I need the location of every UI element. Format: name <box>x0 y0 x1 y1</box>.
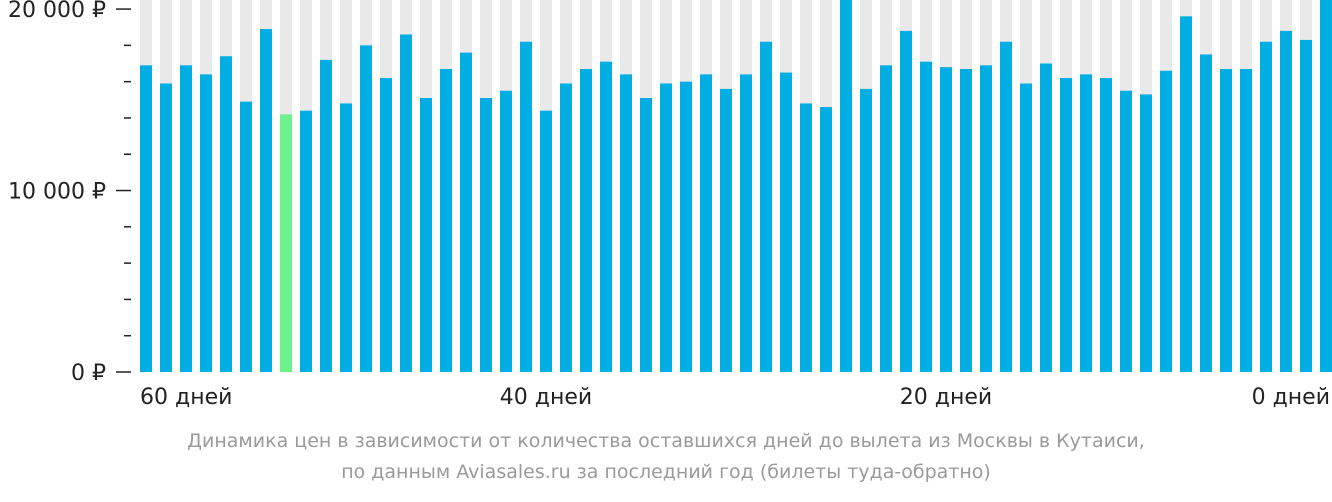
y-tick-label: 10 000 ₽ <box>8 180 106 205</box>
bar[interactable] <box>220 56 232 372</box>
bar[interactable] <box>880 65 892 372</box>
y-axis: 0 ₽ 10 000 ₽ 20 000 ₽ <box>8 0 131 386</box>
bar[interactable] <box>300 110 312 372</box>
bar[interactable] <box>320 59 332 372</box>
bar[interactable] <box>1280 30 1292 372</box>
bar[interactable] <box>760 41 772 373</box>
bar[interactable] <box>1000 41 1012 373</box>
bar[interactable] <box>400 34 412 372</box>
bar[interactable] <box>720 88 732 372</box>
bar[interactable] <box>980 65 992 372</box>
bar[interactable] <box>1320 0 1332 372</box>
bar[interactable] <box>560 83 572 372</box>
x-tick-label: 20 дней <box>900 385 992 410</box>
bar[interactable] <box>540 110 552 372</box>
bar[interactable] <box>140 65 152 372</box>
bar[interactable] <box>520 41 532 373</box>
x-tick-label: 60 дней <box>140 385 232 410</box>
bar[interactable] <box>1300 39 1312 373</box>
bar[interactable] <box>1260 41 1272 373</box>
x-axis: 60 дней 40 дней 20 дней 0 дней <box>140 385 1330 410</box>
bar[interactable] <box>1060 78 1072 372</box>
bar[interactable] <box>1080 74 1092 373</box>
bar[interactable] <box>360 45 372 373</box>
bar[interactable] <box>600 61 612 372</box>
bar[interactable] <box>960 68 972 372</box>
bar[interactable] <box>260 29 272 372</box>
bar[interactable] <box>1220 68 1232 372</box>
bar[interactable] <box>940 67 952 372</box>
bar[interactable] <box>1020 83 1032 372</box>
bar[interactable] <box>460 52 472 372</box>
background-bars <box>140 0 1332 372</box>
bar[interactable] <box>860 88 872 372</box>
y-tick-label: 20 000 ₽ <box>8 0 106 23</box>
price-chart: 0 ₽ 10 000 ₽ 20 000 ₽ 60 дней 40 дней 20 дне… <box>8 0 1332 410</box>
bar[interactable] <box>380 78 392 372</box>
bar[interactable] <box>1180 16 1192 373</box>
bar[interactable] <box>1240 68 1252 372</box>
bar[interactable] <box>920 61 932 372</box>
bar[interactable] <box>1160 70 1172 373</box>
bar[interactable] <box>1200 54 1212 372</box>
bar[interactable] <box>180 65 192 372</box>
bar[interactable] <box>640 97 652 373</box>
bar-cheapest[interactable] <box>280 114 292 372</box>
y-tick-label: 0 ₽ <box>71 361 106 386</box>
bar[interactable] <box>1040 63 1052 372</box>
price-bars <box>140 0 1332 373</box>
bar[interactable] <box>740 74 752 373</box>
bar[interactable] <box>160 83 172 372</box>
bar[interactable] <box>200 74 212 373</box>
bar[interactable] <box>580 68 592 372</box>
bar[interactable] <box>900 30 912 372</box>
caption-line-1: Динамика цен в зависимости от количества… <box>187 430 1145 452</box>
bar[interactable] <box>420 97 432 373</box>
bar[interactable] <box>800 103 812 372</box>
bar[interactable] <box>500 90 512 373</box>
caption-line-2: по данным Aviasales.ru за последний год … <box>341 461 991 483</box>
bar[interactable] <box>620 74 632 373</box>
bar[interactable] <box>440 68 452 372</box>
bar[interactable] <box>660 83 672 372</box>
bar[interactable] <box>1120 90 1132 373</box>
bar[interactable] <box>820 107 832 372</box>
x-tick-label: 40 дней <box>500 385 592 410</box>
bar[interactable] <box>840 0 852 372</box>
bar[interactable] <box>240 101 252 373</box>
bar[interactable] <box>480 97 492 373</box>
bar[interactable] <box>780 72 792 373</box>
bar[interactable] <box>1100 78 1112 372</box>
bar[interactable] <box>700 74 712 373</box>
bar[interactable] <box>680 81 692 372</box>
bar[interactable] <box>340 103 352 372</box>
bar[interactable] <box>1140 94 1152 373</box>
x-tick-label: 0 дней <box>1252 385 1330 410</box>
